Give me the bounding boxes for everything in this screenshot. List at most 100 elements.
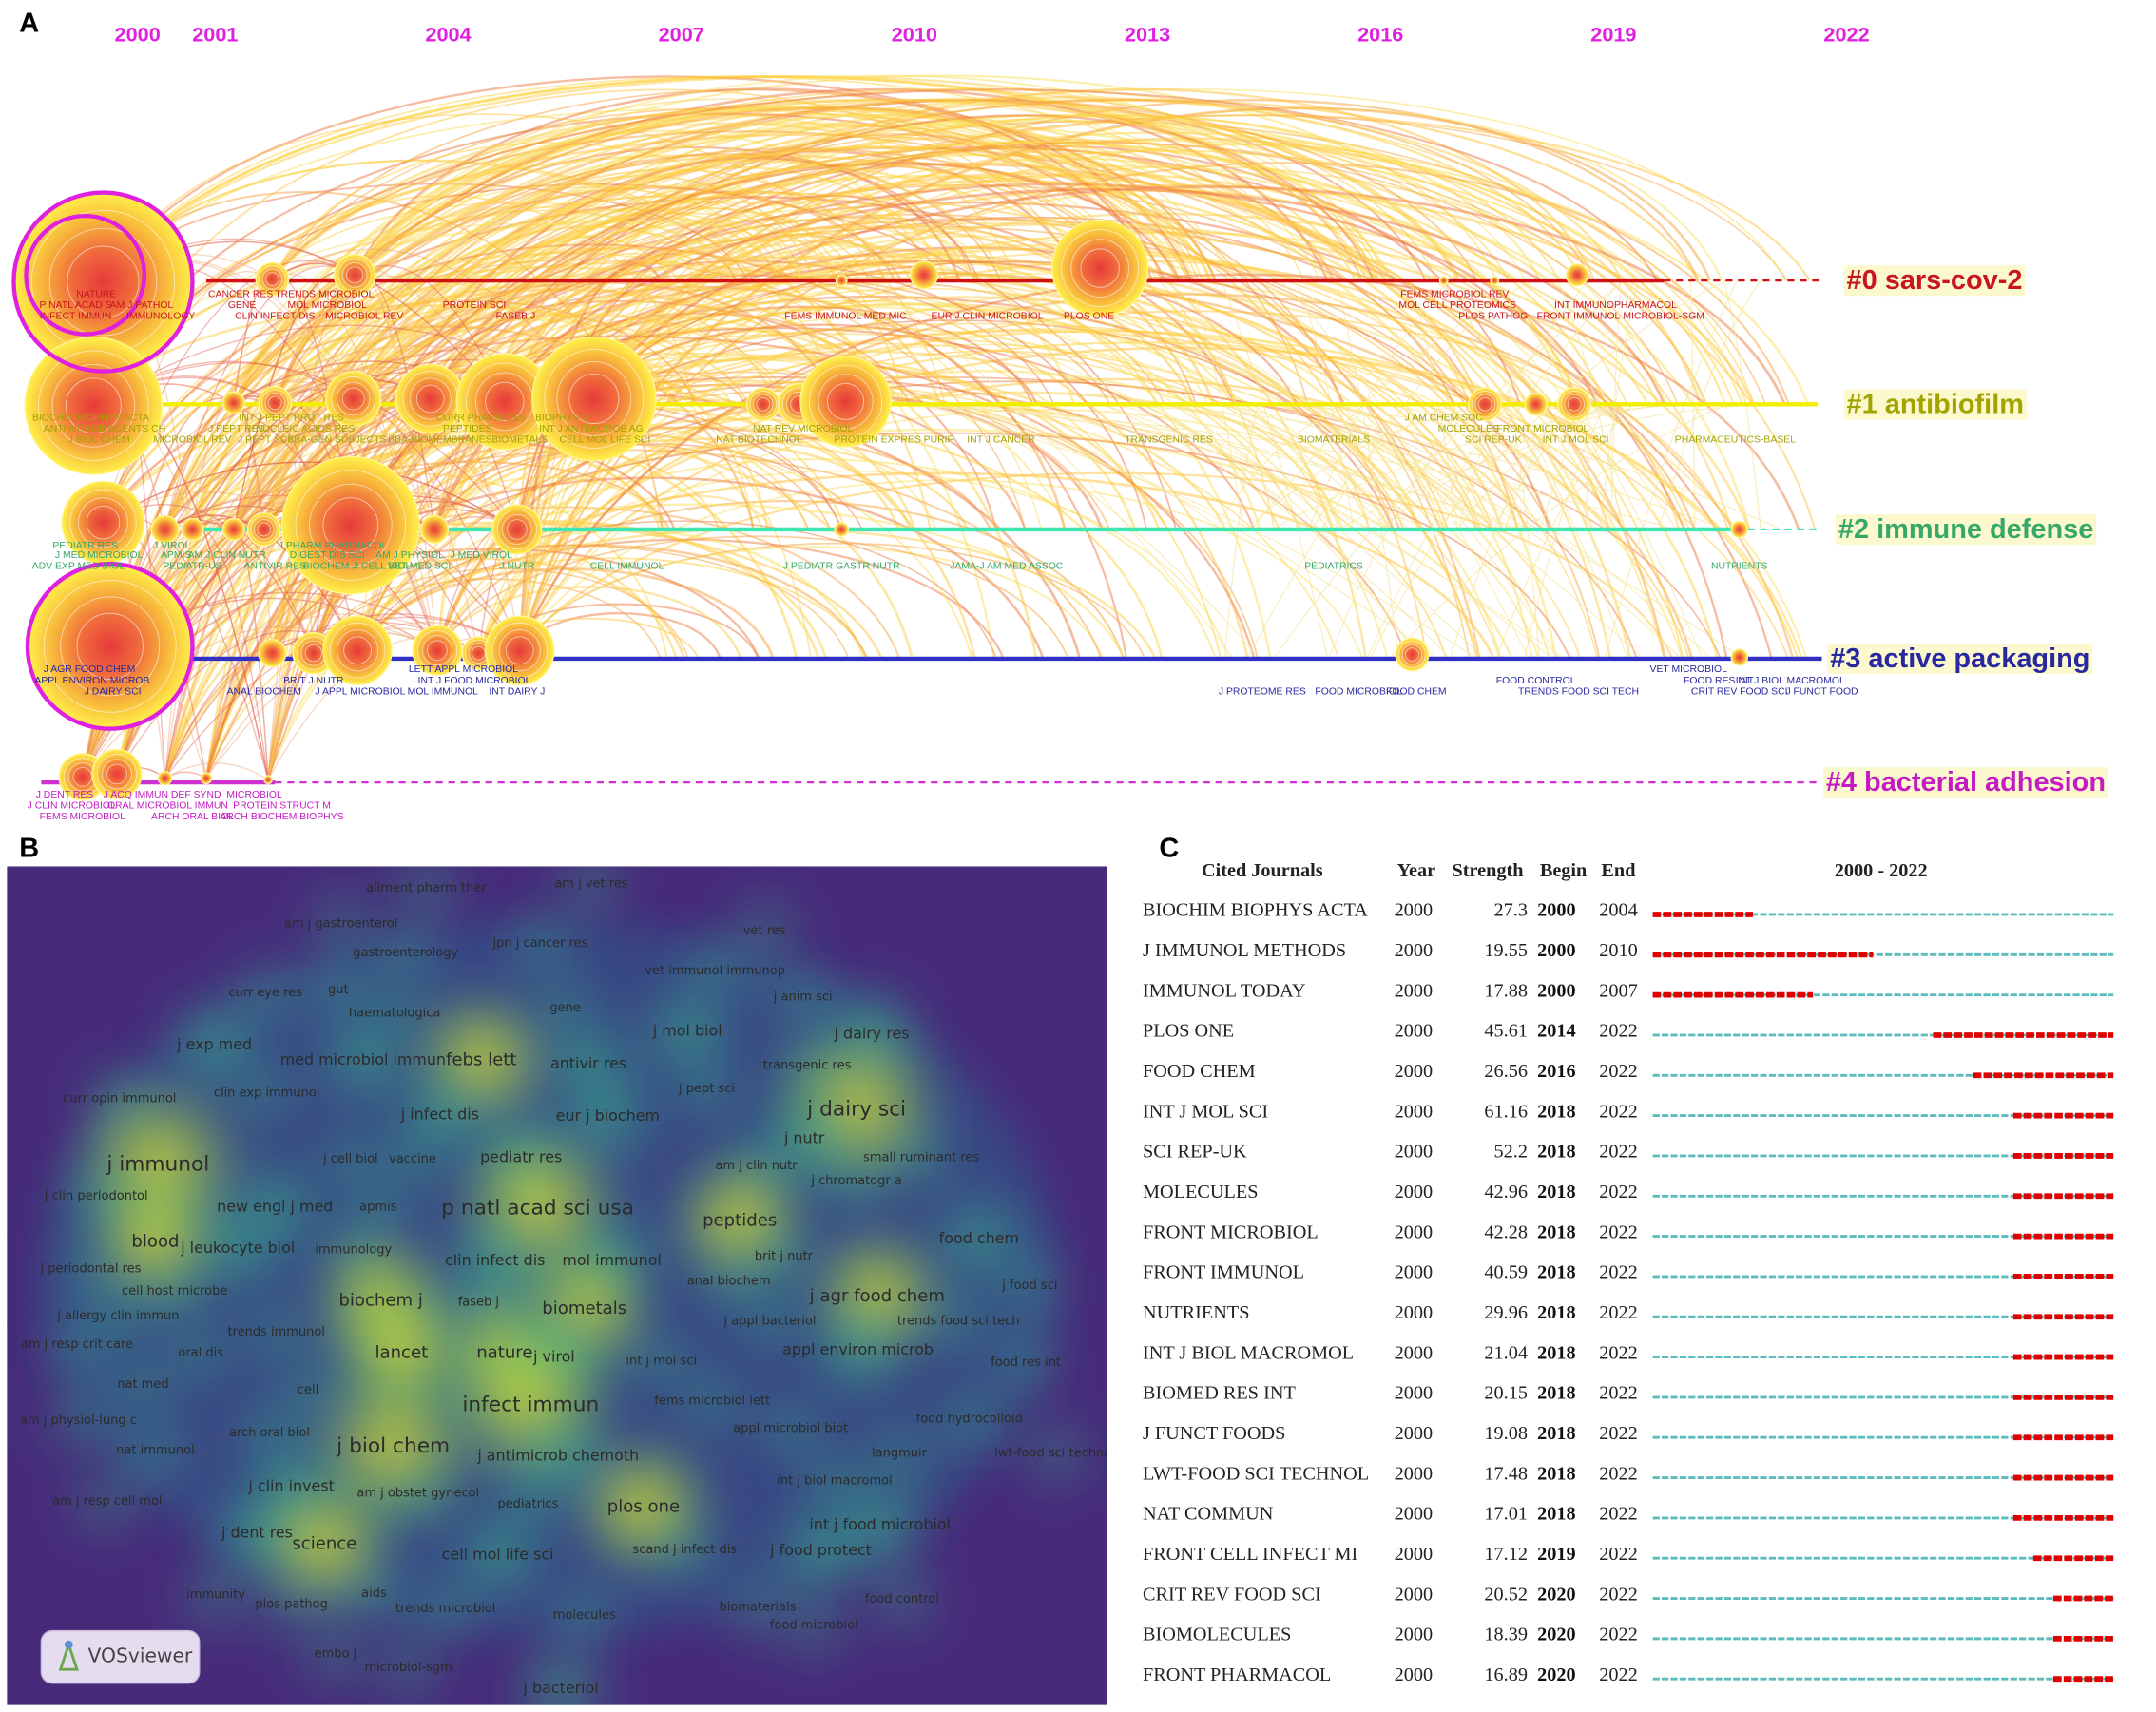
node-ring: [556, 361, 632, 437]
node-label: NAT BIOTECHNOL: [716, 435, 802, 446]
timeline-labels: 2000 2001 2004 2007 2010 2013 2016 2019 2022 NATU…: [28, 22, 2108, 822]
journal-name: J IMMUNOL METHODS: [1143, 940, 1346, 961]
node-label: INFECT IMMUN: [40, 311, 112, 321]
term-label: small ruminant res: [863, 1151, 979, 1165]
end-cell: 2022: [1599, 1504, 1637, 1525]
citation-arc: [1280, 279, 1530, 660]
cluster-label: #1 antibiofilm: [1847, 389, 2024, 419]
node-label: LETT APPL MICROBIOL: [409, 664, 518, 675]
journal-name: SCI REP-UK: [1143, 1142, 1247, 1163]
logo-icon: [64, 1640, 73, 1649]
strength-cell: 19.55: [1484, 940, 1528, 961]
term-label: am j obstet gynecol: [356, 1486, 479, 1500]
citation-arc: [1188, 279, 1244, 530]
table-header: 2000 - 2022: [1835, 860, 1928, 881]
node-ring: [409, 377, 452, 420]
citation-arc: [262, 168, 886, 530]
density-terms: aliment pharm ther am j vet res am j gastr…: [20, 877, 1107, 1697]
node-label: CLIN INFECT DIS: [235, 311, 315, 321]
node: [322, 615, 393, 685]
term-label: j pept sci: [678, 1082, 735, 1096]
term-label: food microbiol: [770, 1618, 858, 1632]
end-cell: 2022: [1599, 1101, 1637, 1122]
citation-arc: [1689, 280, 1696, 529]
node: [200, 772, 213, 785]
year-cell: 2000: [1395, 1342, 1433, 1363]
node-label: PEDIATRICS: [1304, 562, 1363, 572]
year-cell: 2000: [1395, 1302, 1433, 1323]
node-ring: [752, 394, 774, 415]
node-ring: [264, 393, 286, 414]
node-label: ANTIMICROB AGENTS CH: [44, 424, 165, 434]
density-blob: [660, 1349, 765, 1454]
node: [1524, 393, 1548, 416]
node-ring: [38, 350, 149, 462]
node: [799, 356, 892, 448]
term-label: science: [292, 1534, 356, 1554]
node-label: J APPL MICROBIOL: [315, 686, 405, 697]
strength-cell: 45.61: [1484, 1021, 1528, 1042]
citation-arc: [1449, 403, 1565, 660]
citation-arc: [274, 388, 521, 651]
end-cell: 2022: [1599, 1463, 1637, 1484]
node-ring: [827, 382, 865, 420]
begin-cell: 2020: [1537, 1664, 1575, 1685]
citation-arc: [866, 279, 1566, 660]
term-label: int j biol macromol: [777, 1473, 892, 1488]
citation-arc: [1534, 403, 1677, 530]
citation-arc: [1510, 404, 1540, 659]
year-label: 2016: [1357, 22, 1403, 46]
term-label: immunity: [186, 1588, 245, 1603]
cluster-label: #2 immune defense: [1838, 514, 2093, 545]
node-ring: [343, 636, 372, 665]
node: [280, 455, 420, 595]
node: [1557, 387, 1592, 422]
node-label: J BIOL CHEM: [68, 435, 130, 446]
term-label: cell mol life sci: [442, 1546, 554, 1564]
term-label: j agr food chem: [809, 1286, 945, 1306]
node-label: NATURE: [76, 289, 116, 299]
term-label: nat immunol: [116, 1444, 194, 1458]
citation-arc: [103, 491, 438, 651]
node-ring: [250, 515, 279, 544]
node-label: PROTEIN EXPRES PURIF: [834, 435, 953, 446]
journal-name: J FUNCT FOODS: [1143, 1423, 1285, 1444]
year-label: 2013: [1125, 22, 1170, 46]
end-cell: 2022: [1599, 1142, 1637, 1163]
node-label: CELL MOL LIFE SCI: [560, 435, 651, 446]
term-label: langmuir: [872, 1447, 928, 1461]
end-cell: 2022: [1599, 1061, 1637, 1082]
citation-arc: [518, 546, 1105, 660]
end-cell: 2022: [1599, 1383, 1637, 1404]
citation-arc: [356, 567, 775, 660]
term-label: biometals: [542, 1298, 626, 1318]
node-ring: [341, 261, 368, 288]
node-ring: [485, 381, 525, 422]
node-ring: [756, 396, 771, 412]
node-ring: [51, 363, 136, 448]
end-cell: 2022: [1599, 1625, 1637, 1645]
term-label: clin exp immunol: [214, 1087, 320, 1101]
citation-arc: [1310, 403, 1467, 530]
term-label: j periodontal res: [39, 1262, 141, 1277]
term-label: j mol biol: [652, 1021, 722, 1039]
citation-arc: [103, 461, 518, 530]
citation-arc: [518, 263, 707, 651]
term-label: j leukocyte biol: [180, 1239, 295, 1257]
node-label: PEDIATR RES: [52, 541, 118, 551]
node-label: NAT REV MICROBIOL: [753, 424, 854, 434]
term-label: int j food microbiol: [809, 1515, 951, 1533]
citation-arc: [1599, 279, 1640, 529]
density-map: aliment pharm ther am j vet res am j gastr…: [7, 866, 1107, 1705]
term-label: am j physiol-lung c: [20, 1414, 137, 1428]
node: [1050, 219, 1149, 317]
year-cell: 2000: [1395, 1061, 1433, 1082]
citation-arc: [435, 218, 803, 651]
node-label: MOL CELL PROTEOMICS: [1398, 300, 1516, 311]
node: [491, 504, 543, 555]
table-header: End: [1601, 860, 1636, 881]
node-label: APPL ENVIRON MICROB: [34, 676, 149, 686]
citation-arc: [1328, 403, 1475, 660]
term-label: j allergy clin immun: [56, 1309, 179, 1323]
